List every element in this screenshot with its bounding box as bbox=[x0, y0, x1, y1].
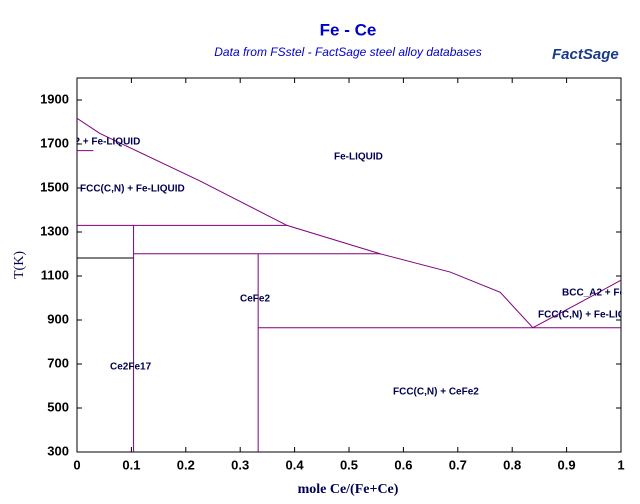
region-label: CeFe2 bbox=[240, 294, 270, 305]
region-label: Ce2Fe17 bbox=[110, 362, 152, 373]
x-tick-label: 0.5 bbox=[340, 457, 358, 472]
x-tick-label: 0.8 bbox=[503, 457, 521, 472]
region-label: BCC_A2 + Fe-L bbox=[562, 288, 635, 299]
y-tick-label: 300 bbox=[47, 443, 69, 458]
y-tick-label: 1100 bbox=[41, 267, 69, 282]
phase-boundary bbox=[77, 117, 534, 329]
x-tick-label: 0.2 bbox=[177, 457, 195, 472]
y-tick-label: 1900 bbox=[40, 91, 69, 106]
region-label: FCC(C,N) + Fe-LIQUID bbox=[80, 184, 185, 195]
y-tick-label: 1500 bbox=[40, 179, 69, 194]
x-tick-label: 0.3 bbox=[231, 457, 249, 472]
x-tick-label: 0.4 bbox=[286, 457, 305, 472]
logo: FactSage bbox=[552, 46, 619, 63]
y-tick-label: 700 bbox=[47, 355, 69, 370]
region-label: FCC(C,N) + CeFe2 bbox=[393, 387, 479, 398]
region-label: BCC_A2 + Fe-LIQUID bbox=[40, 137, 140, 148]
y-tick-label: 1700 bbox=[40, 135, 69, 150]
y-tick-label: 500 bbox=[47, 399, 69, 414]
region-label: FCC(C,N) + Fe-LIQU bbox=[538, 310, 633, 321]
x-tick-label: 0.1 bbox=[122, 457, 140, 472]
y-axis-label: T(K) bbox=[12, 251, 27, 279]
y-tick-label: 900 bbox=[47, 311, 69, 326]
plot-frame bbox=[76, 77, 622, 453]
x-tick-label: 1 bbox=[617, 457, 624, 472]
chart-subtitle: Data from FSstel - FactSage steel alloy … bbox=[214, 45, 481, 59]
x-tick-label: 0.9 bbox=[558, 457, 576, 472]
plot-area: BCC_A2 + Fe-LIQUID Fe-LIQUID FCC(C,N) + Fe… bbox=[40, 117, 635, 452]
x-tick-label: 0.7 bbox=[449, 457, 467, 472]
phase-boundary bbox=[532, 279, 621, 329]
region-label: Fe-LIQUID bbox=[334, 152, 383, 163]
x-tick-label: 0.6 bbox=[394, 457, 412, 472]
x-axis-label: mole Ce/(Fe+Ce) bbox=[298, 482, 399, 497]
x-tick-label: 0 bbox=[73, 457, 80, 472]
y-tick-label: 1300 bbox=[40, 223, 69, 238]
chart-title: Fe - Ce bbox=[320, 20, 377, 39]
